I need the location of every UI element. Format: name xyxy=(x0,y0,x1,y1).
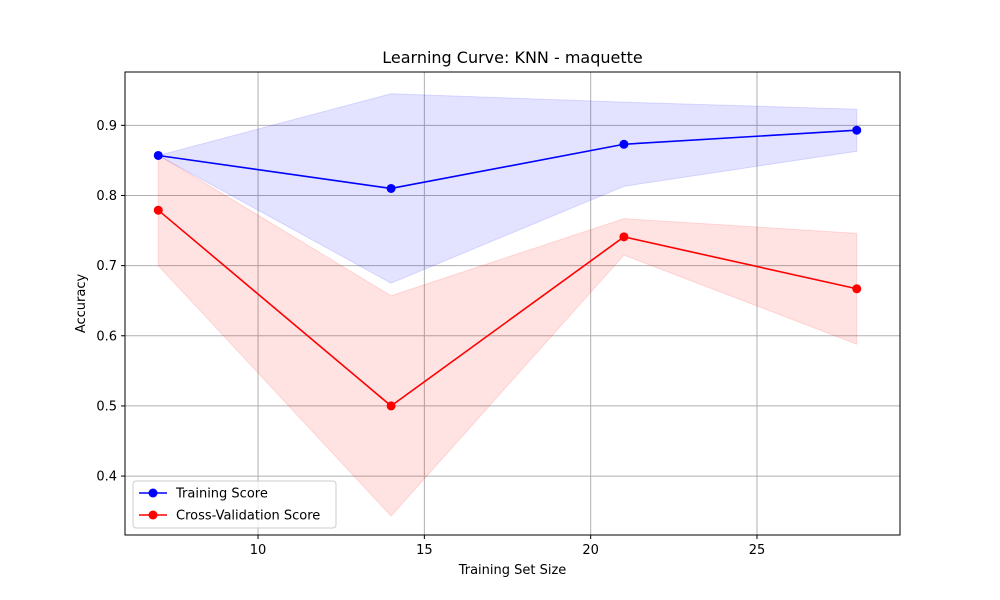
x-tick-label: 15 xyxy=(416,543,433,558)
y-tick-label: 0.8 xyxy=(96,189,117,204)
data-point xyxy=(619,140,628,149)
x-tick-label: 25 xyxy=(749,543,766,558)
y-axis-label: Accuracy xyxy=(74,274,89,334)
y-tick-label: 0.9 xyxy=(96,119,117,134)
chart-title: Learning Curve: KNN - maquette xyxy=(382,48,643,67)
data-point xyxy=(387,401,396,410)
y-tick-label: 0.4 xyxy=(96,470,117,485)
data-point xyxy=(154,206,163,215)
data-point xyxy=(852,126,861,135)
y-tick-label: 0.6 xyxy=(96,329,117,344)
y-tick-label: 0.5 xyxy=(96,399,117,414)
data-point xyxy=(619,232,628,241)
x-tick-label: 10 xyxy=(250,543,267,558)
x-axis-label: Training Set Size xyxy=(458,563,567,578)
legend-marker xyxy=(149,511,158,520)
legend-marker xyxy=(149,489,158,498)
legend-label: Cross-Validation Score xyxy=(176,509,320,524)
data-point xyxy=(387,184,396,193)
data-point xyxy=(852,284,861,293)
y-tick-label: 0.7 xyxy=(96,259,117,274)
x-tick-label: 20 xyxy=(582,543,599,558)
legend: Training Score Cross-Validation Score xyxy=(133,481,336,528)
legend-label: Training Score xyxy=(175,487,268,502)
data-point xyxy=(154,151,163,160)
